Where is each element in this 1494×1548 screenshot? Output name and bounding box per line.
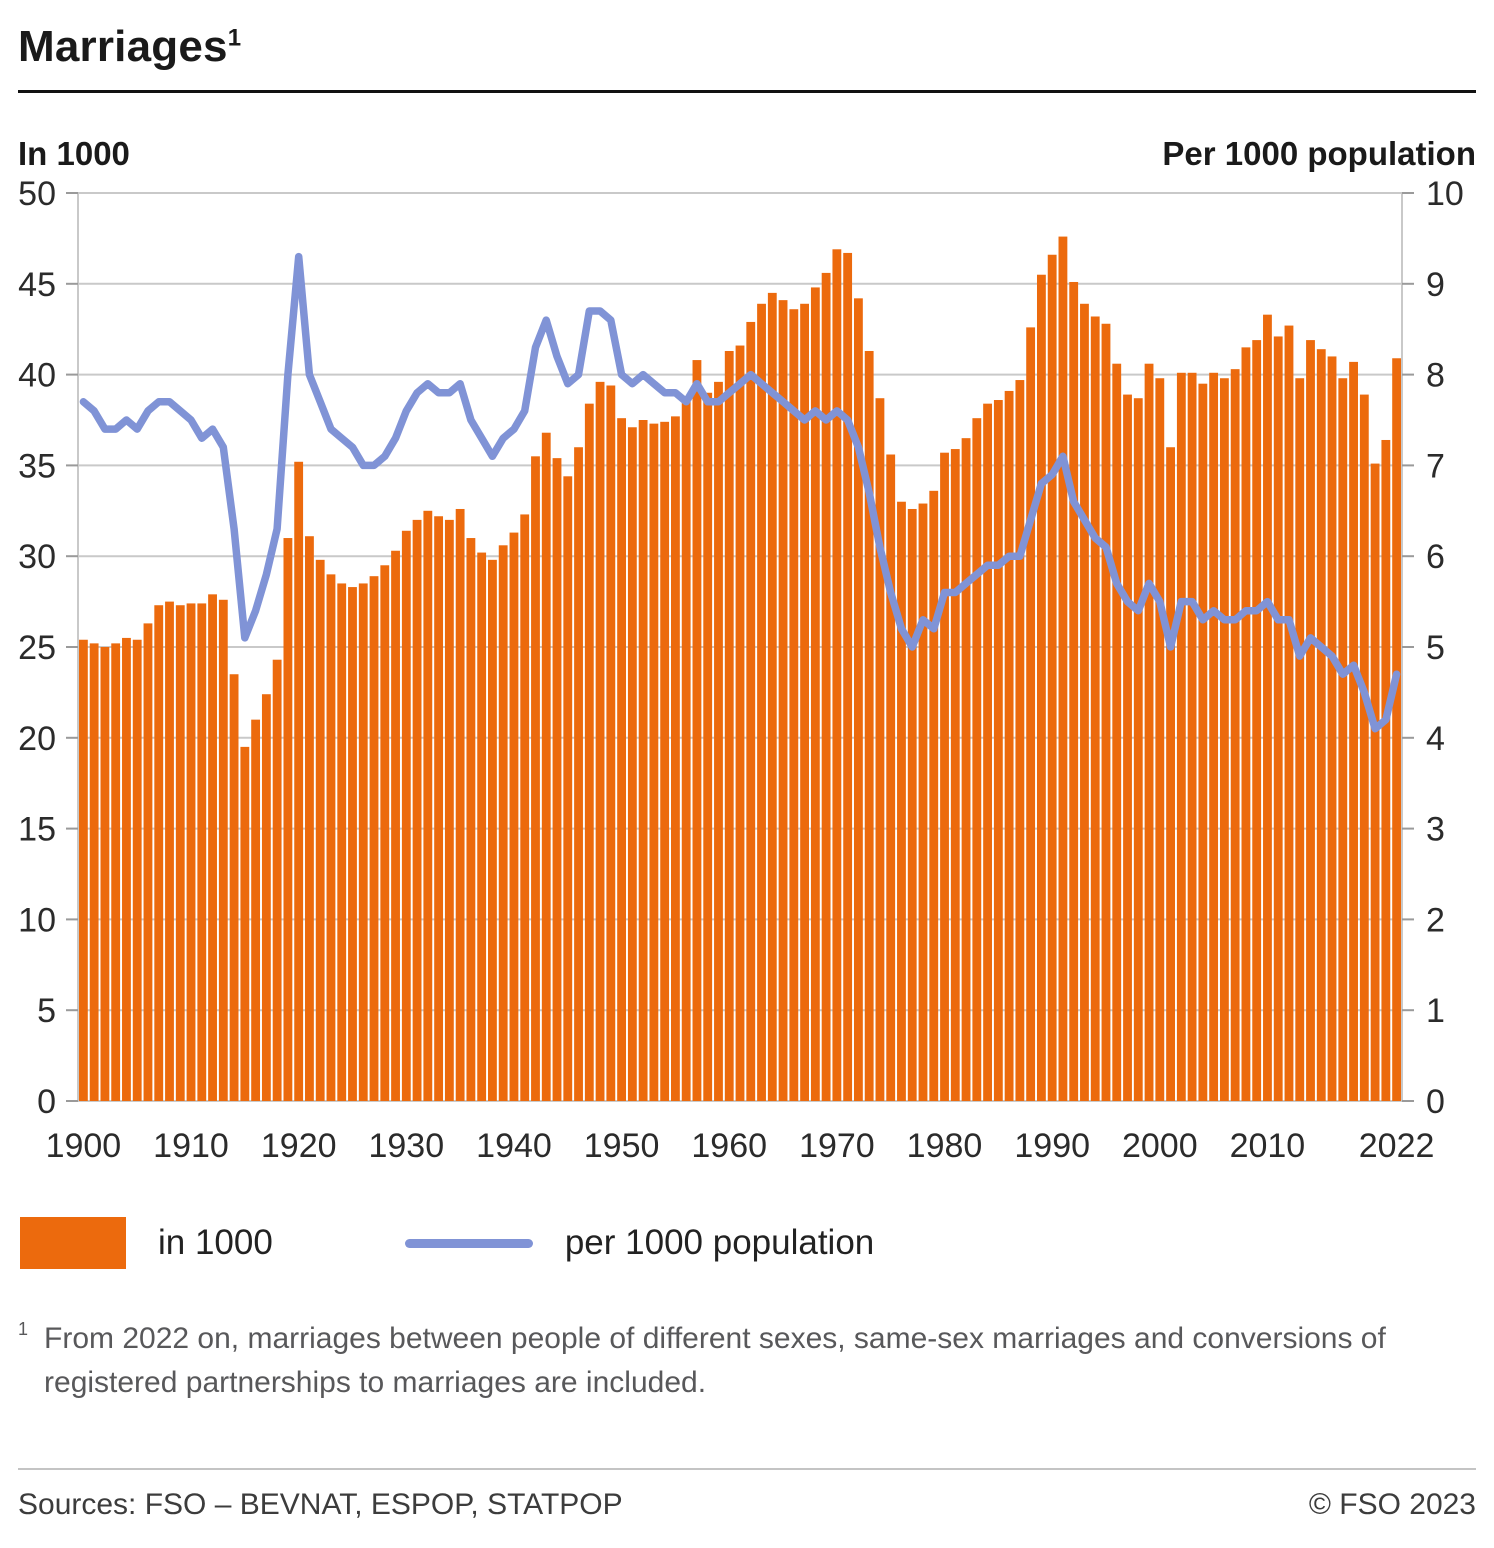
- page-title-text: Marriages: [18, 22, 228, 71]
- left-axis-ticks: [66, 192, 78, 1102]
- svg-text:2: 2: [1426, 901, 1445, 939]
- copyright-text: © FSO 2023: [1308, 1488, 1476, 1521]
- legend: in 1000 per 1000 population: [20, 1217, 1476, 1269]
- footer-divider: [18, 1468, 1476, 1470]
- svg-text:35: 35: [18, 447, 56, 485]
- svg-text:2000: 2000: [1122, 1127, 1198, 1165]
- legend-label-bars: in 1000: [158, 1223, 273, 1262]
- svg-text:1910: 1910: [153, 1127, 229, 1165]
- footnote: 1 From 2022 on, marriages between people…: [18, 1317, 1476, 1404]
- svg-text:0: 0: [1426, 1083, 1445, 1121]
- svg-text:1990: 1990: [1014, 1127, 1090, 1165]
- svg-text:1920: 1920: [261, 1127, 337, 1165]
- svg-text:7: 7: [1426, 447, 1445, 485]
- legend-label-line: per 1000 population: [564, 1223, 875, 1262]
- bar-series: [78, 236, 1402, 1102]
- footnote-text: From 2022 on, marriages between people o…: [44, 1322, 1386, 1399]
- svg-text:0: 0: [37, 1083, 56, 1121]
- svg-text:15: 15: [18, 811, 56, 849]
- axis-headers: In 1000 Per 1000 population: [18, 135, 1476, 173]
- left-axis-title: In 1000: [18, 135, 130, 172]
- svg-text:1950: 1950: [584, 1127, 660, 1165]
- right-axis-ticks: [1402, 192, 1414, 1102]
- svg-text:1940: 1940: [476, 1127, 552, 1165]
- sources-text: Sources: FSO – BEVNAT, ESPOP, STATPOP: [18, 1488, 623, 1521]
- svg-text:1960: 1960: [691, 1127, 767, 1165]
- svg-text:2010: 2010: [1230, 1127, 1306, 1165]
- svg-text:5: 5: [37, 992, 56, 1030]
- right-axis-title: Per 1000 population: [1162, 135, 1476, 172]
- legend-item-bars: in 1000: [20, 1217, 273, 1269]
- svg-text:3: 3: [1426, 811, 1445, 849]
- svg-text:45: 45: [18, 266, 56, 304]
- legend-item-line: per 1000 population: [404, 1223, 875, 1263]
- svg-text:10: 10: [1426, 179, 1464, 213]
- svg-text:2022: 2022: [1359, 1127, 1435, 1165]
- left-axis-labels: 0 5 10 15 20 25 30 35 40 45 50: [18, 179, 56, 1121]
- line-series: [79, 252, 1401, 733]
- svg-text:1900: 1900: [46, 1127, 122, 1165]
- title-footnote-marker: 1: [227, 24, 242, 52]
- svg-text:1970: 1970: [799, 1127, 875, 1165]
- svg-text:1930: 1930: [368, 1127, 444, 1165]
- svg-text:5: 5: [1426, 629, 1445, 667]
- svg-text:4: 4: [1426, 720, 1445, 758]
- title-divider: [18, 90, 1476, 93]
- svg-text:6: 6: [1426, 538, 1445, 576]
- svg-text:10: 10: [18, 901, 56, 939]
- footnote-marker: 1: [18, 1319, 29, 1339]
- x-axis-labels: 1900 1910 1920 1930 1940 1950 1960 1970 1980 1990…: [46, 1127, 1435, 1165]
- footer-row: Sources: FSO – BEVNAT, ESPOP, STATPOP © …: [18, 1488, 1476, 1522]
- svg-text:25: 25: [18, 629, 56, 667]
- svg-text:20: 20: [18, 720, 56, 758]
- svg-text:40: 40: [18, 357, 56, 395]
- svg-text:1: 1: [1426, 992, 1445, 1030]
- footer: Sources: FSO – BEVNAT, ESPOP, STATPOP © …: [18, 1468, 1476, 1522]
- svg-text:30: 30: [18, 538, 56, 576]
- svg-text:50: 50: [18, 179, 56, 213]
- page-title: Marriages1: [18, 22, 1476, 72]
- svg-text:9: 9: [1426, 266, 1445, 304]
- legend-swatch-line: [404, 1238, 533, 1248]
- legend-swatch-bar: [20, 1217, 126, 1269]
- svg-text:8: 8: [1426, 357, 1445, 395]
- header: Marriages1: [18, 22, 1476, 72]
- svg-text:1980: 1980: [907, 1127, 983, 1165]
- right-axis-labels: 0 1 2 3 4 5 6 7 8 9 10: [1426, 179, 1464, 1121]
